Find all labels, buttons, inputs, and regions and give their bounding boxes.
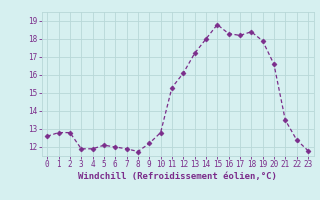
X-axis label: Windchill (Refroidissement éolien,°C): Windchill (Refroidissement éolien,°C) [78,172,277,181]
